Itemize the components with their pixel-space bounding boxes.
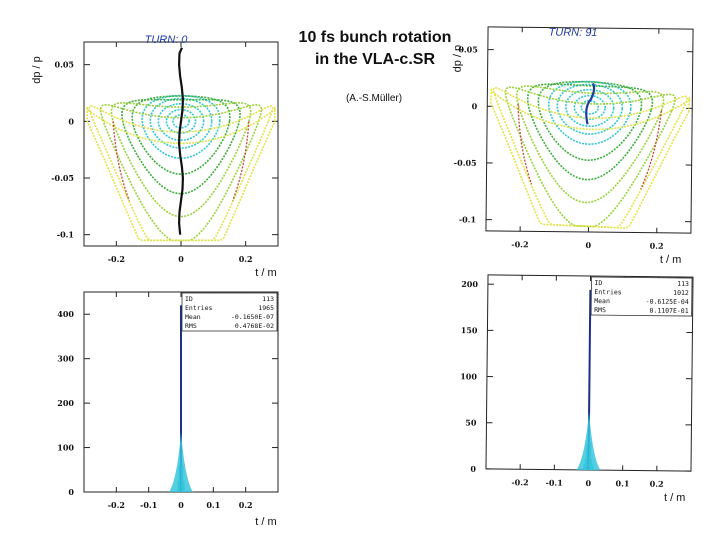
y-tick-label: -0.1 xyxy=(57,230,74,240)
stats-box-frame xyxy=(590,276,693,317)
y-tick-label: 0.05 xyxy=(55,60,74,70)
stats-value-mean: -0.6125E-04 xyxy=(646,298,689,306)
stats-value-entries: 1965 xyxy=(258,304,274,312)
x-tick-label: -0.2 xyxy=(511,477,528,487)
y-tick-label: 200 xyxy=(461,279,478,289)
x-tick-label: 0 xyxy=(178,500,184,510)
histogram-panel-turn-91: -0.2 -0.1 0 0.1 0.2 0 50 100 150 200 t / m ID 113 Ent… xyxy=(460,274,694,504)
histogram-skirt xyxy=(169,432,193,492)
phase-space-panel-turn-91: -0.2 0 0.2 0.05 0 -0.05 -0.1 t / m dp / p TURN: 9… xyxy=(452,26,694,266)
phase-space-orbit xyxy=(556,83,624,135)
y-tick-label: 150 xyxy=(461,325,478,335)
y-tick-label: -0.05 xyxy=(51,173,74,183)
y-tick-label: 50 xyxy=(465,418,477,428)
x-tick-label: -0.1 xyxy=(546,478,563,488)
histogram-skirt xyxy=(576,411,601,471)
separatrix-accent xyxy=(640,110,663,190)
turn-label: TURN: 91 xyxy=(549,27,598,40)
bunch-particles xyxy=(585,82,596,125)
x-tick-label: -0.1 xyxy=(140,500,157,510)
turn-label: TURN: 0 xyxy=(145,34,189,46)
y-axis-label: dp / p xyxy=(31,56,43,84)
phase-space-orbit xyxy=(565,88,615,128)
y-tick-label: 0 xyxy=(68,487,74,497)
y-tick-label: -0.1 xyxy=(459,214,476,224)
phase-space-orbit xyxy=(515,85,665,204)
x-tick-label: -0.2 xyxy=(511,239,528,249)
x-tick-label: 0.1 xyxy=(206,500,220,510)
y-tick-label: 300 xyxy=(57,354,74,364)
bunch-particles xyxy=(177,47,185,235)
y-tick-label: 0 xyxy=(68,116,74,126)
stats-box-frame xyxy=(181,292,278,332)
x-axis-label: t / m xyxy=(664,492,686,504)
stats-label-id: ID xyxy=(185,295,193,303)
stats-value-rms: 0.1107E-01 xyxy=(649,307,688,315)
stats-label-rms: RMS xyxy=(185,322,197,330)
x-tick-label: -0.2 xyxy=(108,500,125,510)
y-tick-label: -0.05 xyxy=(454,158,477,168)
separatrix-accent xyxy=(112,121,130,201)
y-tick-label: 0 xyxy=(472,101,478,111)
phase-space-orbit xyxy=(157,102,205,141)
stats-value-rms: 0.4768E-02 xyxy=(235,322,274,330)
separatrix-accent xyxy=(232,121,250,201)
phase-space-panel-turn-0: -0.2 0 0.2 0.05 0 -0.05 -0.1 t / m dp / p TURN: 0 xyxy=(31,34,279,279)
y-tick-label: 100 xyxy=(57,443,74,453)
separatrix-accent xyxy=(517,104,533,185)
phase-space-orbit xyxy=(489,88,691,229)
phase-space-orbit xyxy=(110,101,252,218)
phase-space-orbit xyxy=(149,97,213,149)
x-axis-label: t / m xyxy=(255,516,276,528)
stats-box: ID 113 Entries 1965 Mean -0.1650E-07 RMS 0.4768… xyxy=(181,292,278,332)
stats-value-id: 113 xyxy=(262,295,274,303)
phase-space-orbit xyxy=(141,94,221,160)
phase-space-orbit xyxy=(573,94,606,120)
y-tick-label: 0.05 xyxy=(458,44,478,54)
figure-credit: (A.-S.Müller) xyxy=(346,93,402,104)
stats-box: ID 113 Entries 1012 Mean -0.6125E-04 RMS 0.1107… xyxy=(590,276,693,317)
y-tick-label: 100 xyxy=(460,371,477,381)
x-tick-label: 0.2 xyxy=(239,500,253,510)
stats-label-entries: Entries xyxy=(594,288,622,296)
stats-value-mean: -0.1650E-07 xyxy=(231,313,274,321)
stats-value-id: 113 xyxy=(677,280,689,288)
y-axis-label: dp / p xyxy=(452,45,464,73)
phase-space-orbit xyxy=(526,83,654,181)
x-axis-label: t / m xyxy=(660,254,682,266)
phase-space-orbit xyxy=(172,114,190,129)
x-tick-label: 0.1 xyxy=(616,478,630,488)
phase-space-orbit xyxy=(121,98,241,195)
phase-space-orbit xyxy=(86,106,276,242)
figure-title-line-1: 10 fs bunch rotation xyxy=(299,29,452,46)
phase-space-orbit xyxy=(547,80,632,145)
x-axis-label: t / m xyxy=(255,267,276,279)
histogram-panel-turn-0: -0.2 -0.1 0 0.1 0.2 0 100 200 300 400 t / m ID 113 En… xyxy=(57,291,279,528)
stats-label-entries: Entries xyxy=(185,304,212,312)
x-tick-label: 0 xyxy=(585,240,591,250)
phase-space-orbit xyxy=(537,80,643,161)
y-tick-label: 200 xyxy=(57,398,74,408)
stats-label-rms: RMS xyxy=(594,306,606,314)
x-tick-label: 0 xyxy=(178,254,184,264)
x-tick-label: 0.2 xyxy=(239,254,253,264)
phase-space-orbit xyxy=(131,95,231,176)
histogram-bar xyxy=(180,305,182,492)
x-tick-label: 0.2 xyxy=(650,479,664,489)
stats-label-id: ID xyxy=(594,279,602,287)
y-tick-label: 0 xyxy=(470,464,476,474)
x-tick-label: 0 xyxy=(586,478,592,488)
orbit-group xyxy=(489,80,691,229)
stats-value-entries: 1012 xyxy=(673,289,689,297)
orbit-group xyxy=(86,94,276,242)
y-tick-label: 400 xyxy=(57,309,74,319)
stats-label-mean: Mean xyxy=(594,297,610,305)
x-tick-label: -0.2 xyxy=(108,254,125,264)
phase-space-orbit xyxy=(165,108,197,134)
figure-title-line-2: in the VLA-c.SR xyxy=(315,51,435,68)
x-tick-label: 0.2 xyxy=(650,241,664,251)
phase-space-orbit xyxy=(580,99,600,115)
stats-label-mean: Mean xyxy=(185,313,201,321)
